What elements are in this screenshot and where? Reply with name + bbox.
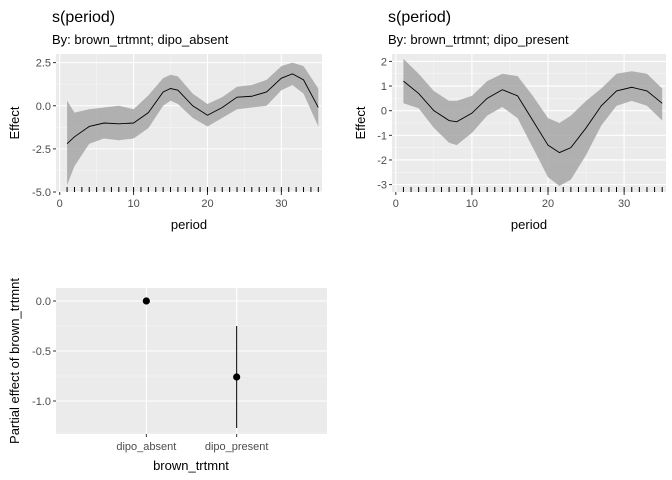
panel1-x-tick-label: 30 — [275, 198, 287, 210]
panel2-x-tick-label: 0 — [393, 198, 399, 210]
panel1-x-axis: 0 10 20 30 — [57, 192, 287, 210]
panel3-point — [233, 373, 241, 381]
panel2-band-area — [403, 58, 663, 186]
panel-period-dipo-present: s(period) By: brown_trtmnt; dipo_present… — [353, 9, 666, 232]
panel2-y-tick-label: -1 — [377, 130, 387, 142]
panel1-band-area — [67, 62, 319, 186]
panel2-rug — [402, 187, 663, 192]
panel3-y-axis-title: Partial effect of brown_trtmnt — [7, 278, 22, 444]
panel3-points — [142, 297, 241, 381]
panel3-gridlines — [56, 288, 327, 434]
panel2-effect-line — [403, 80, 663, 154]
panel2-y-tick-label: 0 — [381, 106, 387, 118]
panel-brown-trtmnt-effect: 0.0 -0.5 -1.0 dipo_absent dipo_present brow… — [7, 278, 327, 473]
panel1-x-tick-label: 20 — [201, 198, 213, 210]
panel2-y-axis: 2 1 0 -1 -2 -3 — [377, 56, 392, 192]
panel2-title: s(period) — [388, 9, 451, 26]
panel3-x-tick-label: dipo_absent — [116, 441, 176, 453]
panel2-x-tick-label: 20 — [542, 198, 554, 210]
panel1-title: s(period) — [52, 9, 115, 26]
panel1-smooth-line — [66, 73, 319, 145]
panel2-x-tick-label: 10 — [466, 198, 478, 210]
panel2-y-tick-label: 1 — [381, 81, 387, 93]
panel3-y-tick-label: -0.5 — [32, 346, 51, 358]
panel1-effect-line — [66, 73, 319, 145]
panel3-x-tick-label: dipo_present — [205, 441, 269, 453]
panel1-y-tick-label: 2.5 — [36, 58, 51, 70]
panel3-x-axis-title: brown_trtmnt — [153, 458, 229, 473]
panel3-point — [142, 297, 150, 305]
panel-period-dipo-absent: s(period) By: brown_trtmnt; dipo_absent … — [7, 9, 322, 232]
panel2-y-axis-title: Effect — [353, 106, 368, 139]
panel1-gridlines — [56, 54, 322, 193]
panel2-subtitle: By: brown_trtmnt; dipo_present — [388, 32, 569, 47]
panel1-y-tick-label: -5.0 — [32, 187, 51, 199]
panel3-plot-background — [56, 288, 327, 434]
panel2-smooth-line — [403, 80, 663, 154]
panel3-y-tick-label: -1.0 — [32, 396, 51, 408]
panel3-x-axis: dipo_absent dipo_present — [116, 434, 268, 453]
panel1-y-tick-label: 0.0 — [36, 101, 51, 113]
panel1-confidence-band — [67, 62, 319, 186]
panel1-x-axis-title: period — [171, 217, 207, 232]
panel3-y-axis: 0.0 -0.5 -1.0 — [32, 296, 56, 408]
panel2-confidence-band — [403, 58, 663, 186]
panel2-x-axis: 0 10 20 30 — [393, 192, 630, 210]
panel1-rug — [66, 187, 319, 192]
panel2-x-tick-label: 30 — [618, 198, 630, 210]
panel1-x-tick-label: 0 — [57, 198, 63, 210]
panel2-y-tick-label: 2 — [381, 56, 387, 68]
panel1-subtitle: By: brown_trtmnt; dipo_absent — [52, 32, 229, 47]
panel1-x-tick-label: 10 — [127, 198, 139, 210]
panel1-y-axis-title: Effect — [7, 106, 22, 139]
panel2-y-tick-label: -3 — [377, 180, 387, 192]
panel3-y-tick-label: 0.0 — [36, 296, 51, 308]
panel2-y-tick-label: -2 — [377, 155, 387, 167]
panel2-x-axis-title: period — [511, 217, 547, 232]
panel1-y-tick-label: -2.5 — [32, 144, 51, 156]
panel1-y-axis: 2.5 0.0 -2.5 -5.0 — [32, 58, 56, 199]
